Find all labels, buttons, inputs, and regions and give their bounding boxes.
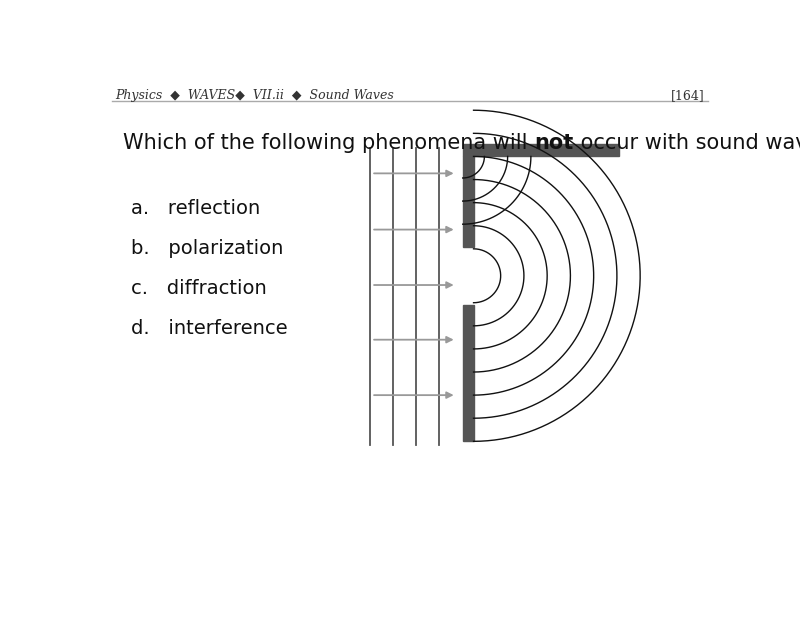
Text: Which of the following phenomena will: Which of the following phenomena will (123, 133, 534, 154)
Text: Physics  ◆  WAVES◆  VII.ii  ◆  Sound Waves: Physics ◆ WAVES◆ VII.ii ◆ Sound Waves (115, 89, 394, 102)
Text: [164]: [164] (670, 89, 705, 102)
Text: occur with sound waves?: occur with sound waves? (574, 133, 800, 154)
Bar (462, 305, 474, 441)
Text: not: not (534, 133, 574, 154)
Text: b.   polarization: b. polarization (131, 239, 283, 258)
Bar (462, 157, 474, 247)
Text: d.   interference: d. interference (131, 319, 288, 338)
Text: a.   reflection: a. reflection (131, 199, 260, 218)
Text: c.   diffraction: c. diffraction (131, 279, 266, 298)
Bar (462, 144, 619, 157)
